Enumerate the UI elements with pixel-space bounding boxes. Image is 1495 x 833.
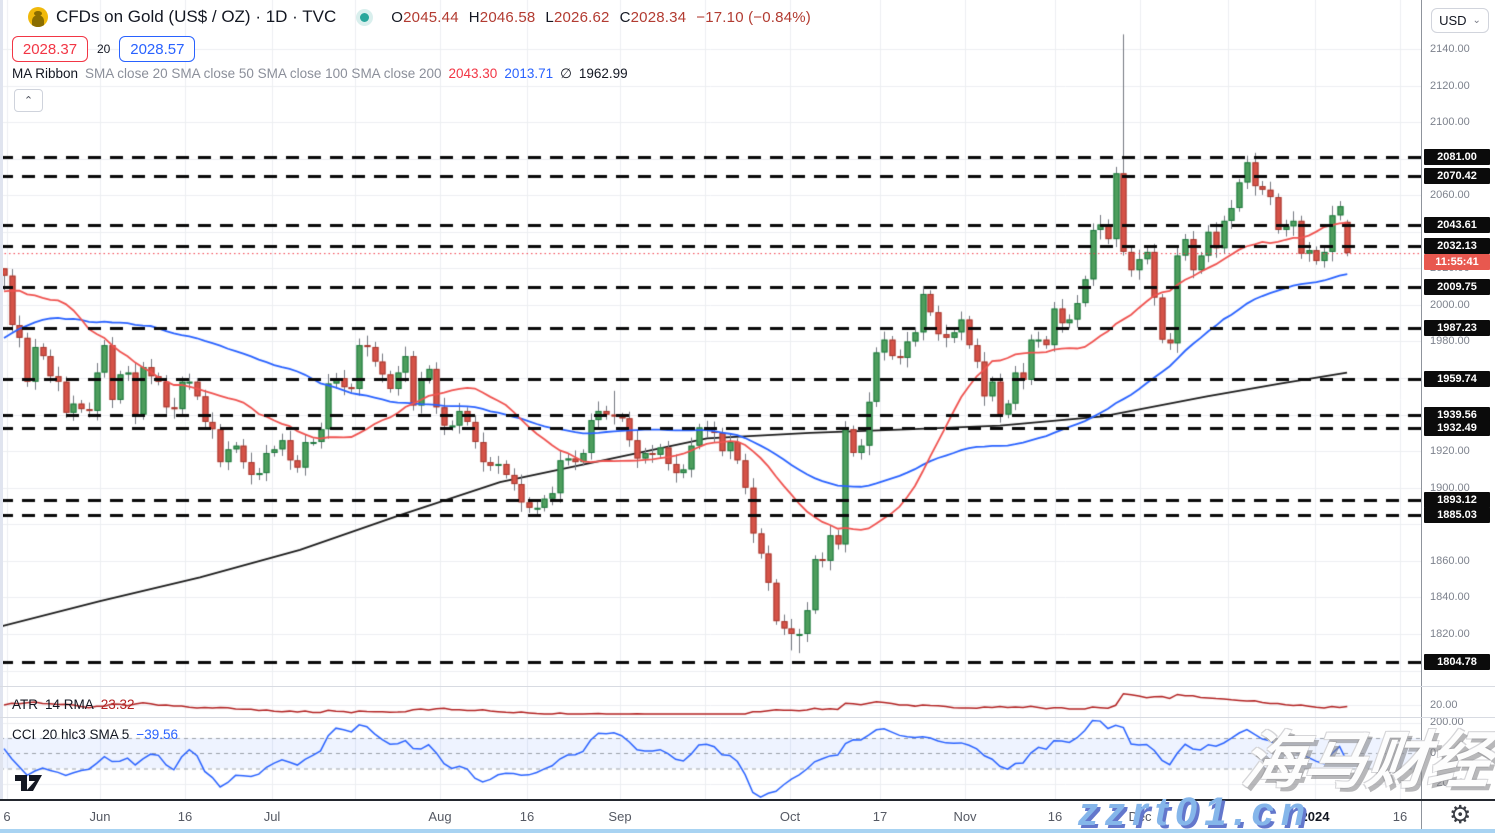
market-status-icon[interactable] <box>360 12 370 22</box>
chevron-up-icon: ⌃ <box>23 95 34 107</box>
watermark-chinese: 海马财经 <box>1238 727 1494 796</box>
level-price-chip: 1804.78 <box>1424 653 1490 670</box>
price-tick: 1820.00 <box>1430 627 1470 640</box>
countdown-chip: 11:55:41 <box>1424 254 1490 271</box>
atr-tick: 20.00 <box>1430 699 1458 711</box>
cci-legend[interactable]: CCI 20 hlc3 SMA 5 −39.56 <box>12 727 178 742</box>
ma-ribbon-params: SMA close 20 SMA close 50 SMA close 100 … <box>85 66 442 81</box>
price-axis[interactable]: USD ⌄ 2140.002120.002100.002060.002020.0… <box>1421 0 1495 833</box>
price-tick: 2120.00 <box>1430 79 1470 92</box>
level-price-chip: 1893.12 <box>1424 492 1490 509</box>
price-tick: 2140.00 <box>1430 43 1470 55</box>
level-price-chip: 2032.13 <box>1424 238 1490 255</box>
price-tick: 1840.00 <box>1430 591 1470 604</box>
symbol-title[interactable]: CFDs on Gold (US$ / OZ) · 1D · TVC <box>56 7 337 26</box>
currency-label: USD <box>1439 13 1467 28</box>
change-value: −17.10 (−0.84%) <box>696 8 811 26</box>
time-label: 16 <box>177 809 193 824</box>
time-label: 16 <box>519 809 535 824</box>
cci-title: CCI <box>12 727 36 742</box>
time-label: Nov <box>953 809 977 824</box>
time-label: 2024 <box>1300 809 1330 824</box>
price-tick: 1920.00 <box>1430 445 1470 458</box>
level-price-chip: 2070.42 <box>1424 168 1490 185</box>
currency-dropdown[interactable]: USD ⌄ <box>1431 8 1489 33</box>
bottom-highlight-strip <box>0 829 1495 833</box>
level-price-chip: 1932.49 <box>1424 420 1490 437</box>
buy-button[interactable]: 2028.57 <box>119 36 196 62</box>
cci-value: −39.56 <box>136 727 178 742</box>
tradingview-logo-icon[interactable] <box>14 770 48 801</box>
time-label: Jul <box>263 809 281 824</box>
level-price-chip: 1987.23 <box>1424 320 1490 337</box>
time-label: 17 <box>872 809 888 824</box>
time-label: 6 <box>3 809 11 824</box>
sma20-value: 2043.30 <box>448 66 498 81</box>
price-tick: 1980.00 <box>1430 335 1470 348</box>
time-label: 16 <box>1392 809 1408 824</box>
time-label: Dec <box>1128 809 1152 824</box>
gold-symbol-icon <box>28 7 48 27</box>
price-tick: 2000.00 <box>1430 298 1470 311</box>
level-price-chip: 2043.61 <box>1424 217 1490 234</box>
ma-ribbon-legend[interactable]: MA Ribbon SMA close 20 SMA close 50 SMA … <box>12 66 628 82</box>
price-tick: 2060.00 <box>1430 189 1470 202</box>
sma200-value: 1962.99 <box>578 66 628 81</box>
level-price-chip: 1885.03 <box>1424 507 1490 524</box>
left-edge-strip <box>0 0 3 800</box>
time-axis[interactable]: 6 Jun 16 Jul Aug 16 Sep Oct 17 Nov 16 Dec 2024 16 <box>0 800 1421 833</box>
cci-tick: 0.00 <box>1430 747 1452 759</box>
pane-separator-atr[interactable] <box>0 686 1495 687</box>
price-tick: 1900.00 <box>1430 481 1470 494</box>
time-label: Aug <box>428 809 452 824</box>
time-axis-border <box>0 799 1495 801</box>
cci-tick: −200.00 <box>1430 777 1471 789</box>
ma-ribbon-title: MA Ribbon <box>12 66 79 81</box>
level-price-chip: 2081.00 <box>1424 148 1490 165</box>
sma100-value: ∅ <box>560 66 572 81</box>
sma50-value: 2013.71 <box>504 66 554 81</box>
spread-value: 20 <box>97 42 111 56</box>
time-label: Sep <box>608 809 632 824</box>
level-price-chip: 1959.74 <box>1424 370 1490 387</box>
symbol-row: CFDs on Gold (US$ / OZ) · 1D · TVC O2045… <box>28 7 811 27</box>
price-tick: 1860.00 <box>1430 554 1470 567</box>
price-tick: 2100.00 <box>1430 116 1470 129</box>
time-label: Oct <box>779 809 801 824</box>
collapse-legend-button[interactable]: ⌃ <box>14 89 43 112</box>
atr-params: 14 RMA <box>45 697 94 712</box>
atr-legend[interactable]: ATR 14 RMA 23.32 <box>12 697 135 712</box>
chart-canvas[interactable] <box>0 0 1421 800</box>
high-value: 2046.58 <box>479 8 536 26</box>
low-value: 2026.62 <box>553 8 610 26</box>
cci-params: 20 hlc3 SMA 5 <box>42 727 130 742</box>
sell-button[interactable]: 2028.37 <box>12 36 88 62</box>
time-label: Jun <box>89 809 111 824</box>
trade-buttons-row: 2028.37 20 2028.57 <box>12 36 196 62</box>
level-price-chip: 1939.56 <box>1424 407 1490 424</box>
watermark-url: zzrt01.cn <box>1078 790 1313 833</box>
close-value: 2028.34 <box>630 8 687 26</box>
open-value: 2045.44 <box>403 8 459 26</box>
gear-icon[interactable]: ⚙ <box>1449 801 1472 829</box>
ohlc-values: O2045.44 H2046.58 L2026.62 C2028.34 −17.… <box>391 8 811 26</box>
time-label: 16 <box>1047 809 1063 824</box>
chevron-down-icon: ⌄ <box>1472 15 1481 26</box>
atr-title: ATR <box>12 697 38 712</box>
cci-tick: 200.00 <box>1430 716 1464 728</box>
pane-separator-cci[interactable] <box>0 717 1495 718</box>
atr-value: 23.32 <box>100 697 135 712</box>
level-price-chip: 2009.75 <box>1424 279 1490 296</box>
